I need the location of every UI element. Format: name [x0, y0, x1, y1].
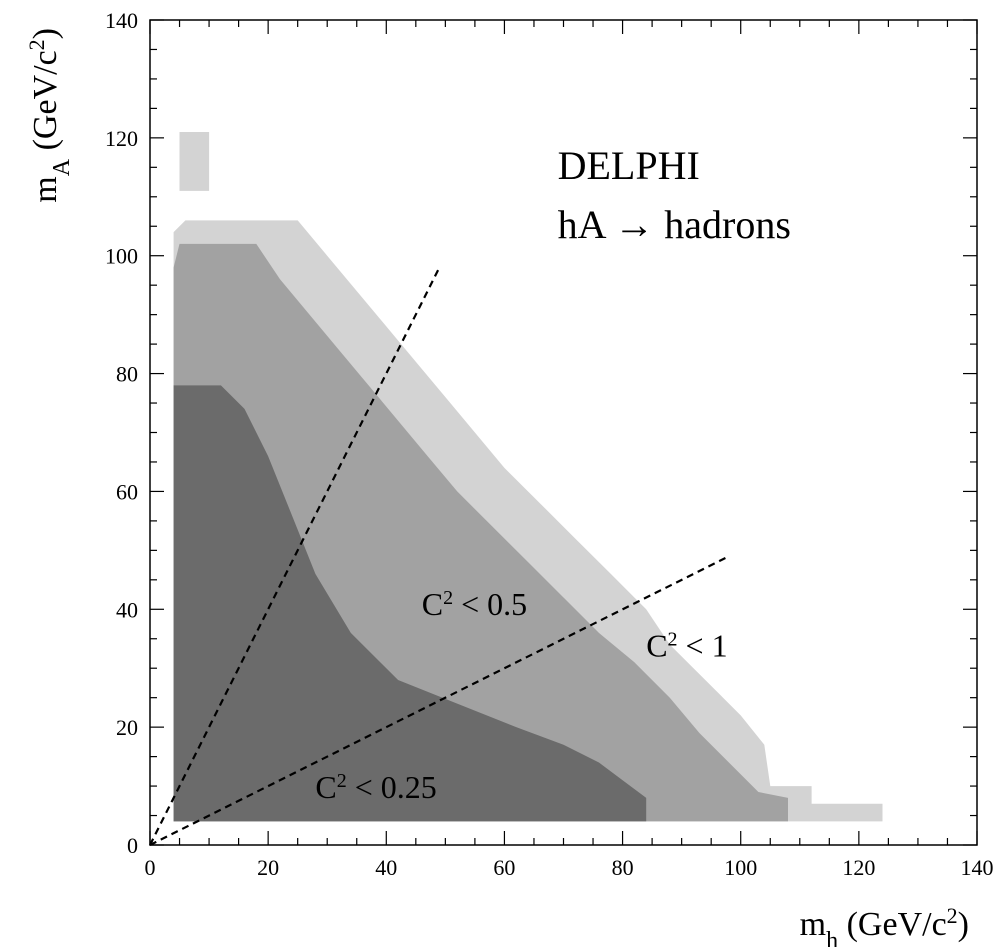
- y-title-base: m: [27, 176, 64, 202]
- annotations: DELPHI hA → hadrons C2 < 0.5 C2 < 1 C2 < 0.2…: [315, 143, 791, 805]
- y-axis-title: mA (GeV/c2): [24, 28, 76, 203]
- tick-labels: 0 20 40 60 80 100 120 140 0 20 40 60 80 100 120 140: [105, 8, 994, 880]
- y-tick-label: 100: [105, 244, 138, 269]
- y-tick-label: 120: [105, 126, 138, 151]
- annotation-c2-1: C2 < 1: [646, 627, 727, 663]
- x-tick-label: 100: [724, 855, 757, 880]
- annotation-process: hA → hadrons: [558, 202, 791, 247]
- x-title-sub: h: [826, 928, 838, 947]
- x-tick-label: 20: [257, 855, 279, 880]
- x-tick-label: 60: [493, 855, 515, 880]
- x-title-unit: (GeV/c: [838, 906, 947, 943]
- x-title-close: ): [958, 906, 969, 943]
- x-title-base: m: [800, 906, 826, 943]
- y-tick-label: 20: [116, 715, 138, 740]
- y-title-sup: 2: [24, 39, 49, 50]
- y-title-sub: A: [49, 158, 75, 176]
- x-tick-label: 40: [375, 855, 397, 880]
- y-tick-label: 140: [105, 8, 138, 33]
- annotation-c2-025: C2 < 0.25: [315, 769, 436, 805]
- axis-ticks: [149, 19, 978, 846]
- annotation-title: DELPHI: [558, 143, 700, 188]
- x-title-sup: 2: [947, 903, 958, 928]
- y-tick-label: 40: [116, 597, 138, 622]
- y-tick-label: 60: [116, 479, 138, 504]
- x-axis-title: mh (GeV/c2): [800, 903, 969, 947]
- x-tick-label: 120: [842, 855, 875, 880]
- x-tick-label: 0: [145, 855, 156, 880]
- y-title-unit: (GeV/c: [27, 50, 64, 159]
- x-tick-label: 80: [612, 855, 634, 880]
- y-tick-label: 0: [127, 833, 138, 858]
- y-tick-label: 80: [116, 362, 138, 387]
- exclusion-regions: [173, 132, 883, 822]
- y-title-close: ): [27, 28, 64, 39]
- region-2-polygon-0: [173, 385, 647, 822]
- region-0-polygon-1: [179, 132, 210, 191]
- x-tick-label: 140: [961, 855, 994, 880]
- annotation-c2-05: C2 < 0.5: [422, 586, 527, 622]
